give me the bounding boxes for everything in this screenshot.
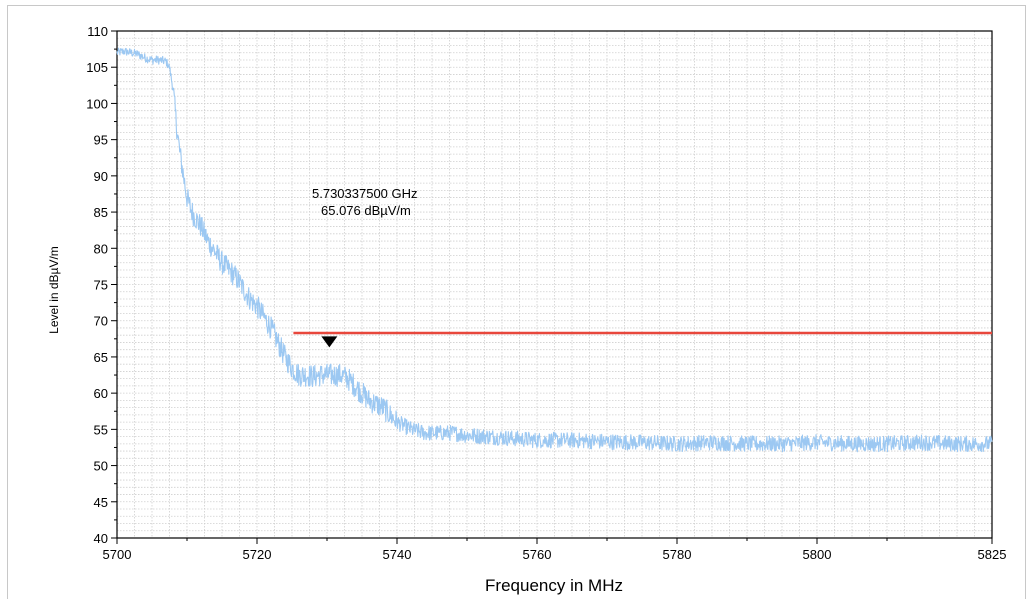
y-tick-label: 55	[94, 422, 108, 437]
y-tick-label: 85	[94, 205, 108, 220]
y-tick-label: 105	[86, 60, 108, 75]
marker-frequency-label: 5.730337500 GHz	[312, 186, 418, 201]
y-tick-label: 100	[86, 96, 108, 111]
y-tick-label: 70	[94, 314, 108, 329]
marker-triangle	[321, 336, 338, 348]
y-tick-label: 95	[94, 133, 108, 148]
grid	[116, 30, 993, 539]
x-tick-label: 5780	[663, 547, 692, 562]
x-tick-label: 5760	[523, 547, 552, 562]
y-tick-label: 90	[94, 169, 108, 184]
chart-frame	[7, 5, 1026, 599]
marker-level-label: 65.076 dBµV/m	[321, 203, 411, 218]
x-tick-label: 5720	[243, 547, 272, 562]
x-tick-label: 5825	[978, 547, 1007, 562]
y-tick-label: 65	[94, 350, 108, 365]
y-tick-label: 80	[94, 241, 108, 256]
y-tick-label: 45	[94, 495, 108, 510]
x-tick-label: 5740	[383, 547, 412, 562]
x-axis-title: Frequency in MHz	[485, 576, 623, 595]
spectrum-trace	[116, 47, 993, 453]
y-tick-label: 75	[94, 278, 108, 293]
axis-ticks	[111, 30, 993, 544]
y-axis-title: Level in dBµV/m	[47, 246, 61, 334]
x-tick-label: 5800	[803, 547, 832, 562]
y-tick-label: 40	[94, 531, 108, 546]
x-tick-label: 5700	[103, 547, 132, 562]
y-tick-label: 110	[87, 24, 108, 39]
tick-labels: 40 45 50 55 60 65 70 75 80 85 90 95 100 105 110 5700 572…	[86, 24, 1006, 562]
y-tick-label: 60	[94, 386, 108, 401]
data-layer	[116, 47, 993, 453]
y-tick-label: 50	[94, 459, 108, 474]
